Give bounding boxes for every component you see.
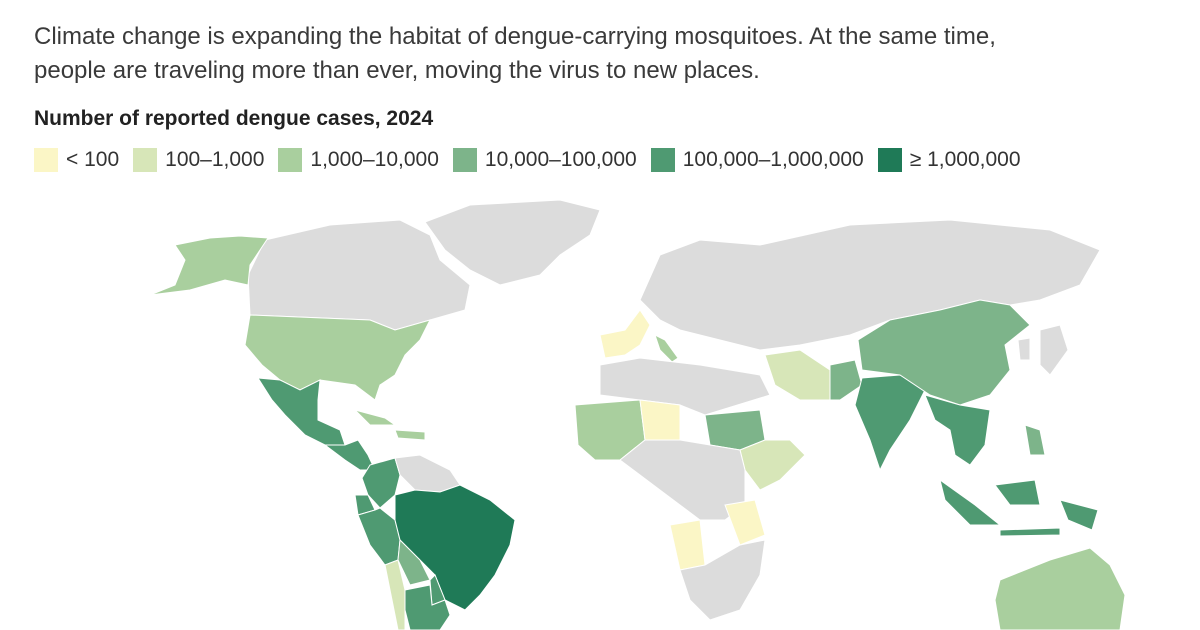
map-title: Number of reported dengue cases, 2024 [34,107,434,130]
region-chile [384,559,406,630]
legend-label: < 100 [66,148,120,171]
region-europe-russia [639,219,1101,351]
intro-text: Climate change is expanding the habitat … [34,20,1174,88]
legend-label: ≥ 1,000,000 [909,148,1021,171]
region-philippines [1024,424,1046,456]
region-mexico [257,377,346,446]
world-map [149,199,1126,630]
region-bolivia [397,538,431,586]
region-tanzania [724,499,766,546]
legend-swatch [34,148,58,172]
legend-item-10000-100000: 10,000–100,000 [452,148,637,172]
legend-label: 100–1,000 [165,148,265,171]
region-australia [994,547,1126,630]
legend-item-lt100: < 100 [34,148,119,172]
legend-item-100000-1000000: 100,000–1,000,000 [650,148,864,172]
legend-item-1000-10000: 1,000–10,000 [278,148,439,172]
region-peru [357,507,401,566]
legend-swatch [877,148,902,172]
region-venezuela-guianas [394,454,461,493]
intro-line-2: people are traveling more than ever, mov… [34,57,760,84]
region-japan-korea [1017,324,1069,376]
region-niger [639,399,681,441]
region-north-africa [599,357,771,416]
region-caribbean [353,409,426,441]
legend-swatch [133,148,158,172]
region-angola [669,519,706,571]
region-pakistan [829,359,863,401]
region-china [857,299,1031,406]
legend-swatch [452,148,477,172]
region-iberia-france [599,309,651,359]
intro-line-1: Climate change is expanding the habitat … [34,23,996,50]
legend-item-100-1000: 100–1,000 [133,148,264,172]
legend-swatch [278,148,303,172]
region-alaska [149,235,269,296]
legend: < 100 100–1,000 1,000–10,000 10,000–100,… [34,146,1035,174]
legend-swatch [650,148,675,172]
legend-item-gte1000000: ≥ 1,000,000 [877,148,1021,172]
legend-label: 10,000–100,000 [484,148,637,171]
region-greenland [424,199,601,286]
region-southeast-asia [924,394,991,466]
region-middle-east [764,349,831,401]
region-ethiopia [739,439,806,491]
region-india [854,374,926,472]
region-argentina [404,584,451,630]
region-southern-africa [679,539,766,621]
region-central-america [323,439,376,471]
legend-label: 1,000–10,000 [310,148,439,171]
region-italy [654,334,679,363]
region-central-africa [619,439,746,521]
region-indonesia [939,478,1099,537]
legend-label: 100,000–1,000,000 [682,148,864,171]
region-usa [244,314,431,401]
